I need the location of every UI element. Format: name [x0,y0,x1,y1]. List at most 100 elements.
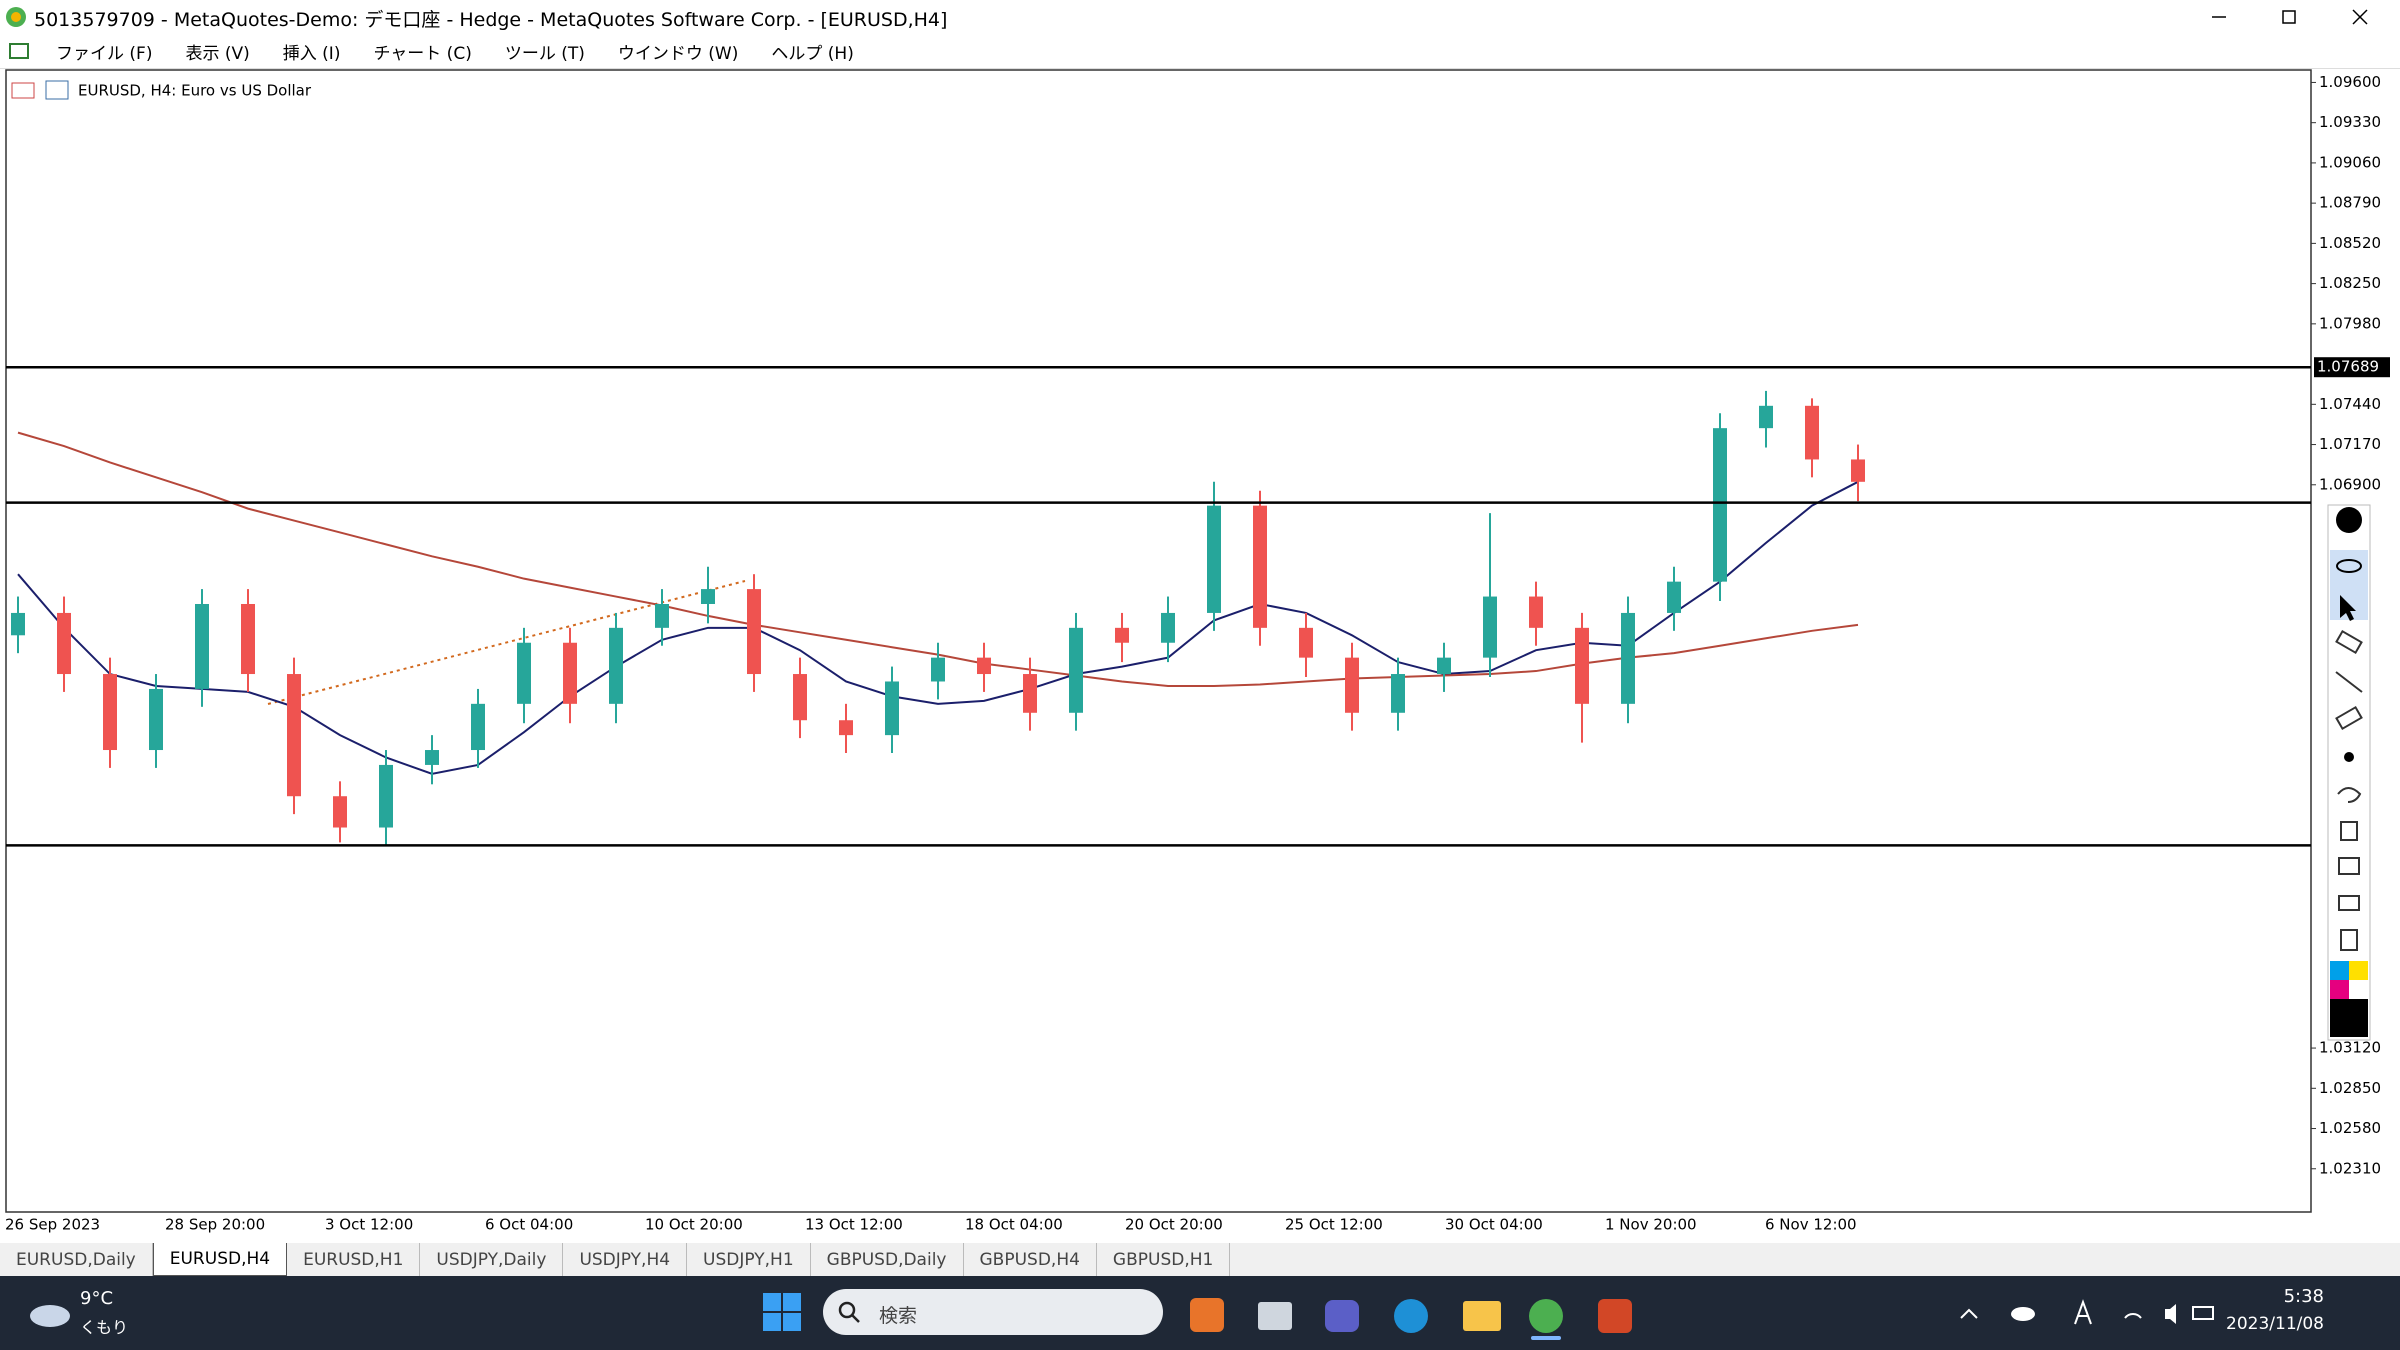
chart-tabs: EURUSD,Daily EURUSD,H4 EURUSD,H1 USDJPY,Dai… [0,1243,2400,1276]
app-icon[interactable] [1598,1299,1632,1333]
chart-tab[interactable]: EURUSD,Daily [0,1243,153,1276]
taskbar: 9°C くもり 検索 5:38 2023/11/08 [0,1276,2400,1350]
candle-body [885,681,899,736]
menu-item[interactable]: ヘルプ (H) [771,43,854,64]
candle-body [747,589,761,675]
color-cyan[interactable] [2330,961,2349,980]
moving-average [17,480,1859,775]
candle-body [1759,405,1773,429]
candle-body [609,627,623,704]
search-icon [838,1301,860,1323]
menu-item[interactable]: ウインドウ (W) [617,43,739,64]
print-icon[interactable] [2338,857,2360,875]
app-icon[interactable] [1190,1298,1224,1332]
candle-body [195,603,209,689]
y-tick-label: 1.02310 [2319,1159,2381,1177]
undo-icon[interactable] [2337,787,2362,803]
menu-bar: ファイル (F) 表示 (V) 挿入 (I) チャート (C) ツール (T) ウインドウ… [0,34,2400,69]
color-black[interactable] [2330,999,2368,1037]
trash-icon[interactable] [2340,821,2358,841]
cursor-icon[interactable] [2340,595,2356,621]
eye-icon[interactable] [2336,559,2362,573]
search-placeholder: 検索 [879,1305,918,1327]
chart-tab[interactable]: EURUSD,H1 [287,1243,421,1276]
x-tick-label: 25 Oct 12:00 [1285,1216,1383,1234]
x-tick-label: 1 Nov 20:00 [1605,1216,1697,1234]
app-icon[interactable] [1394,1299,1428,1333]
x-tick-label: 28 Sep 20:00 [165,1216,265,1234]
battery-icon[interactable] [2192,1306,2214,1320]
y-tick-label: 1.02580 [2319,1119,2381,1137]
wifi-icon[interactable] [2124,1313,2142,1319]
candle-body [379,764,393,828]
dot-icon[interactable] [2344,752,2354,762]
pin-icon[interactable] [2336,507,2362,533]
chart-tab[interactable]: GBPUSD,H4 [964,1243,1097,1276]
restore-button[interactable] [2282,10,2296,24]
chart-frame [5,69,2312,1213]
candle-body [793,674,807,721]
app-icon[interactable] [1463,1301,1501,1331]
right-toolbar [2327,504,2371,1041]
active-indicator [1531,1336,1561,1340]
app-icon[interactable] [1529,1299,1563,1333]
menu-item[interactable]: 挿入 (I) [282,43,341,64]
candle-body [241,603,255,675]
candle-body [11,612,25,636]
candle-body [1529,596,1543,628]
candle-body [1621,612,1635,704]
weather-icon [30,1305,70,1327]
cloud-icon[interactable] [2011,1307,2035,1321]
app-icon[interactable] [1258,1302,1292,1330]
chart-tab[interactable]: USDJPY,H4 [563,1243,688,1276]
candle-body [701,589,715,604]
chart-tab[interactable]: GBPUSD,H1 [1097,1243,1231,1276]
y-tick-label: 1.08520 [2319,234,2381,252]
eraser-icon[interactable] [2335,629,2363,655]
candle-body [1161,612,1175,643]
chart-tab[interactable]: USDJPY,Daily [420,1243,564,1276]
candle-body [1483,596,1497,658]
search-box[interactable]: 検索 [823,1289,1163,1335]
volume-icon[interactable] [2165,1304,2176,1324]
clock-date: 2023/11/08 [2226,1314,2324,1334]
candle-body [655,603,669,628]
candle-body [1253,505,1267,628]
ime-icon[interactable] [2074,1299,2092,1325]
y-tick-label: 1.06900 [2319,475,2381,493]
line-icon[interactable] [2335,671,2363,693]
y-tick-label: 1.09060 [2319,153,2381,171]
y-tick-label: 1.07980 [2319,314,2381,332]
start-button[interactable] [763,1293,801,1331]
close-button[interactable] [2352,9,2368,25]
candle-body [471,703,485,751]
camera-icon[interactable] [2338,895,2360,911]
candle-body [287,674,301,797]
system-tray [1960,1299,2214,1325]
menu-item[interactable]: ツール (T) [504,43,585,64]
candle-body [333,796,347,828]
x-tick-label: 10 Oct 20:00 [645,1216,743,1234]
candle-body [1437,657,1451,675]
color-yellow[interactable] [2349,961,2368,980]
y-tick-label: 1.02850 [2319,1079,2381,1097]
menu-item[interactable]: チャート (C) [373,43,472,64]
app-icon[interactable] [1325,1300,1359,1332]
app-icon [6,7,26,27]
marker-icon[interactable] [2335,705,2363,731]
chart-tab[interactable]: EURUSD,H4 [152,1243,288,1276]
menu-item[interactable]: 表示 (V) [185,43,250,64]
window-title: 5013579709 - MetaQuotes-Demo: デモ口座 - Hed… [34,9,948,31]
chart-tab[interactable]: USDJPY,H1 [687,1243,811,1276]
menu-icon [9,43,29,59]
chart-tab[interactable]: GBPUSD,Daily [811,1243,964,1276]
candle-body [1391,674,1405,713]
taskbar-apps [1190,1298,1632,1340]
tray-expand[interactable] [1960,1308,1978,1319]
temperature: 9°C [80,1288,114,1309]
menu-item[interactable]: ファイル (F) [56,43,153,64]
color-magenta[interactable] [2330,980,2349,999]
x-tick-label: 6 Nov 12:00 [1765,1216,1857,1234]
candle-body [839,720,853,736]
clipboard-icon[interactable] [2340,929,2358,951]
